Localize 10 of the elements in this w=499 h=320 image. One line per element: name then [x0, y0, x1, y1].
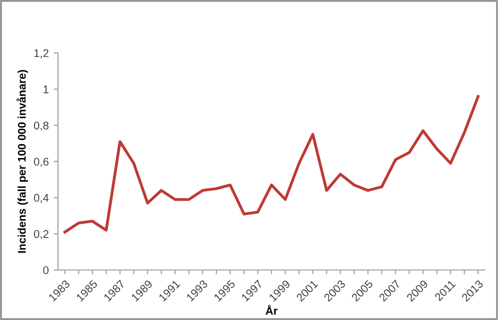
y-tick-label: 0 [43, 266, 49, 274]
y-tick-label: 1,2 [34, 49, 48, 58]
y-tick-label: 0,2 [34, 230, 48, 240]
y-axis-title: Incidens (fall per 100 000 invånare) [16, 70, 28, 253]
y-tick-label: 0,4 [34, 194, 49, 204]
y-tick-label: 1 [44, 86, 48, 94]
y-tick-label: 0,6 [34, 158, 48, 167]
x-axis-title: År [266, 304, 278, 315]
y-tick-label: 0,8 [34, 122, 48, 131]
line-series [63, 95, 480, 234]
